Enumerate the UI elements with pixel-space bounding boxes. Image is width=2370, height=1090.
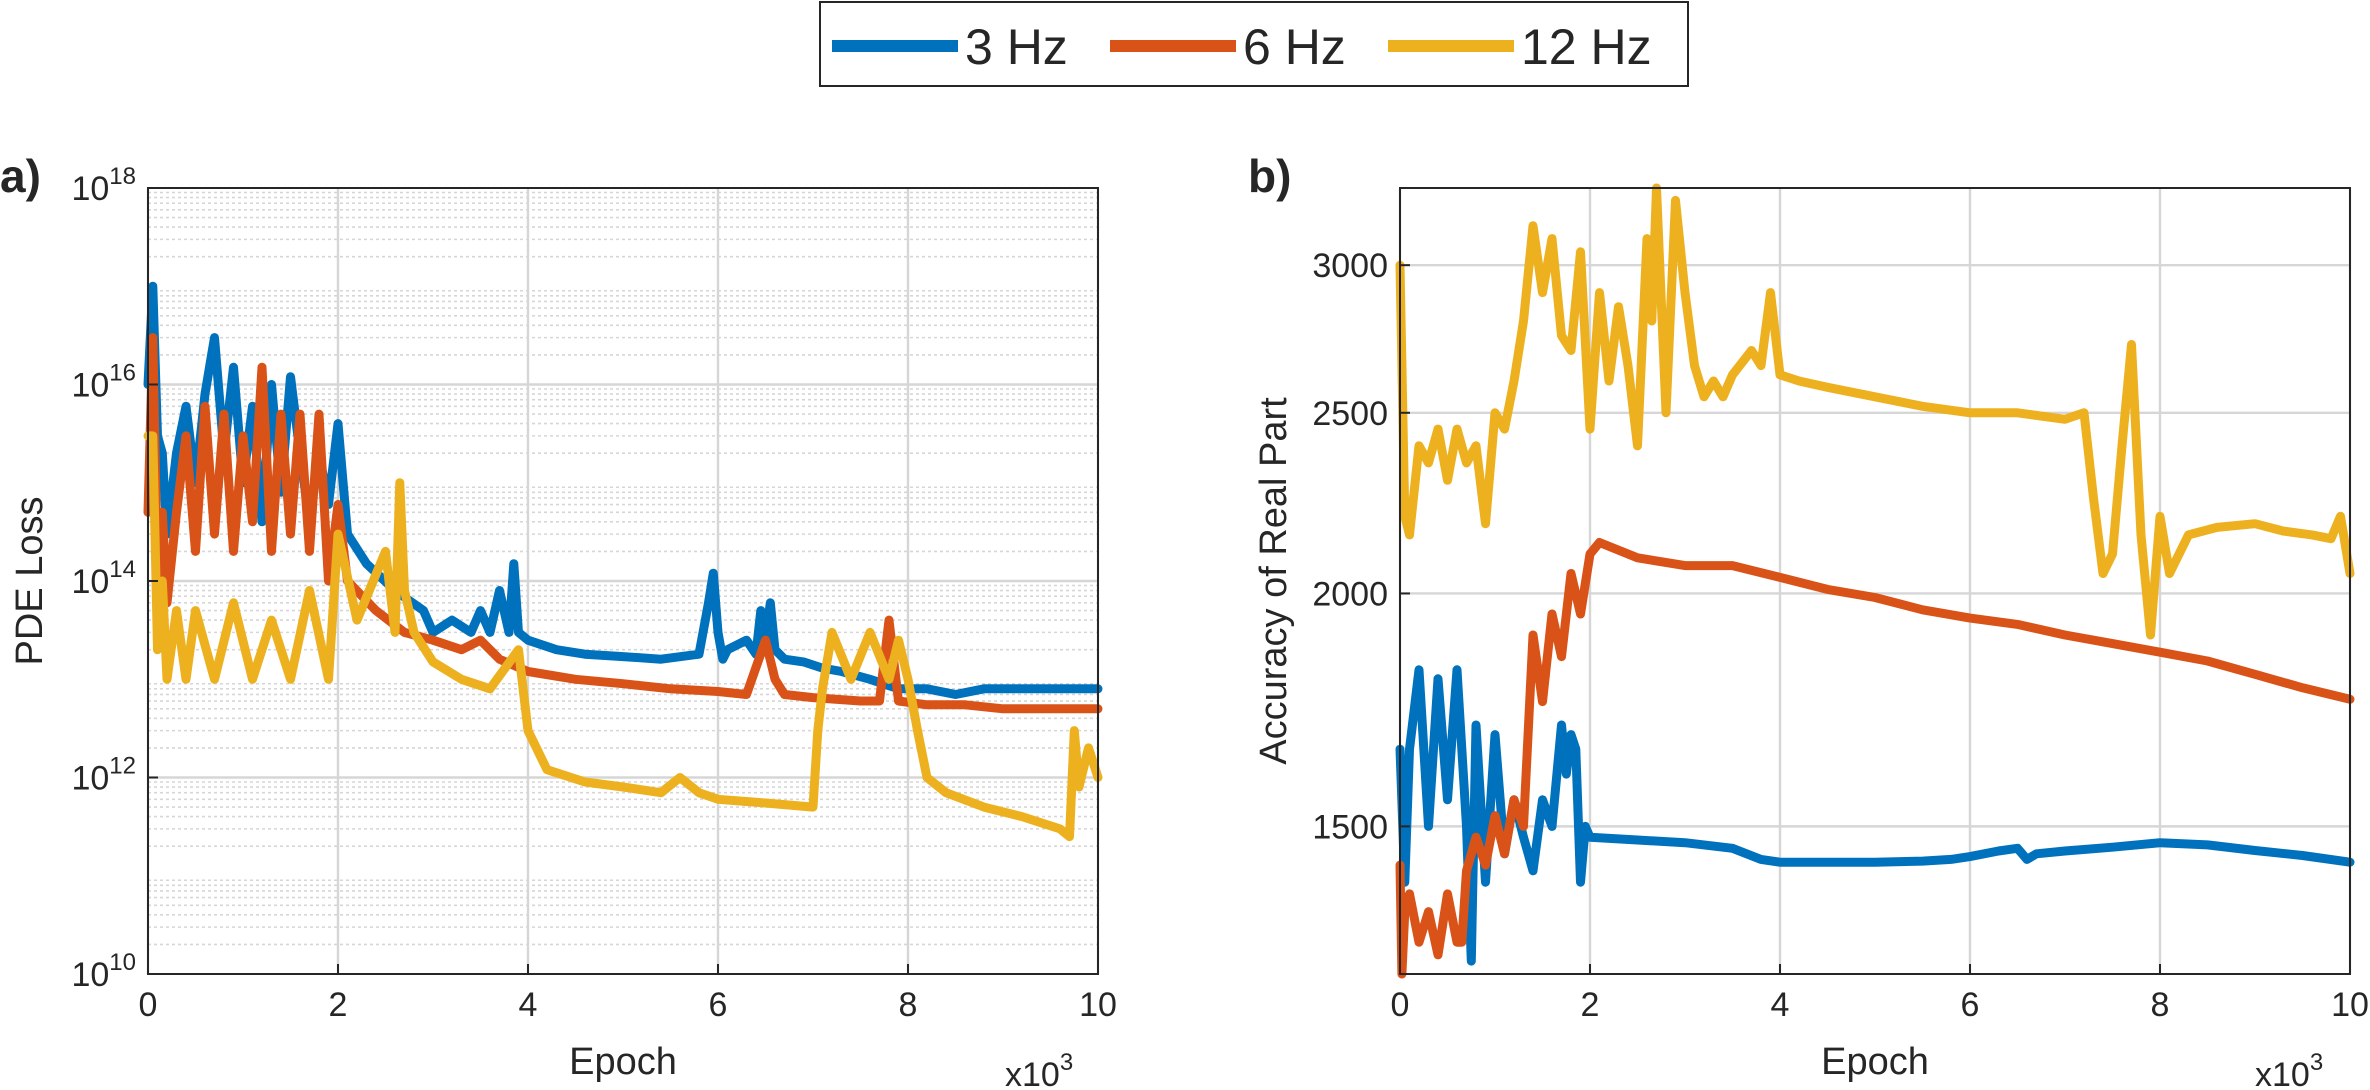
x-tick-label: 2 — [1581, 986, 1600, 1024]
x-tick-label: 0 — [1391, 986, 1410, 1024]
legend-label-3hz: 3 Hz — [965, 19, 1068, 75]
x-tick-label: 0 — [139, 986, 158, 1024]
x-tick-label: 8 — [899, 986, 918, 1024]
x-tick-label: 4 — [1771, 986, 1790, 1024]
panel-a-ylabel: PDE Loss — [9, 497, 51, 666]
panel-b-ylabel: Accuracy of Real Part — [1253, 397, 1295, 765]
y-tick-label: 1500 — [1312, 808, 1388, 846]
x-tick-label: 8 — [2151, 986, 2170, 1024]
panel-a-x-multiplier: x103 — [1005, 1049, 1073, 1090]
x-tick-label: 6 — [1961, 986, 1980, 1024]
legend-label-12hz: 12 Hz — [1521, 19, 1652, 75]
y-tick-label: 2500 — [1312, 395, 1388, 433]
series-line-6hz — [1395, 538, 2355, 979]
panel-b-label: b) — [1248, 150, 1291, 202]
panel-b-series — [1395, 183, 2355, 979]
series-line-12hz — [1395, 183, 2355, 640]
panel-b-xlabel: Epoch — [1821, 1041, 1929, 1083]
panel-b-x-multiplier: x103 — [2255, 1049, 2323, 1090]
series-line-6hz — [143, 333, 1103, 714]
panel-a-pde-loss: a) 0 2 4 6 8 10 1010 1012 1014 1016 1018 Epoch x1… — [0, 150, 1117, 1090]
panel-a-series — [143, 281, 1103, 842]
panel-b-accuracy: b) 0 2 4 6 8 10 1500 2000 2500 3000 Epoch x103 A… — [1248, 150, 2369, 1090]
y-tick-label: 1014 — [71, 556, 136, 601]
legend: 3 Hz 6 Hz 12 Hz — [819, 1, 1689, 87]
panel-a-label: a) — [0, 150, 41, 202]
y-tick-label: 3000 — [1312, 247, 1388, 285]
series-line-3hz — [143, 281, 1103, 699]
panel-a-x-ticks: 0 2 4 6 8 10 — [139, 964, 1117, 1024]
x-tick-label: 4 — [519, 986, 538, 1024]
y-tick-label: 1010 — [71, 949, 136, 994]
panel-a-xlabel: Epoch — [569, 1041, 677, 1083]
panel-a-y-ticks: 1010 1012 1014 1016 1018 — [71, 163, 158, 994]
x-tick-label: 10 — [2331, 986, 2369, 1024]
y-tick-label: 1018 — [71, 163, 136, 208]
panel-b-x-ticks: 0 2 4 6 8 10 — [1391, 964, 2369, 1024]
y-tick-label: 1016 — [71, 360, 136, 405]
legend-box — [819, 1, 1689, 87]
y-tick-label: 1012 — [71, 753, 136, 798]
x-tick-label: 2 — [329, 986, 348, 1024]
panel-b-y-ticks: 1500 2000 2500 3000 — [1312, 247, 1410, 846]
panel-b-frame — [1399, 187, 2351, 975]
panel-a-grid — [146, 188, 1100, 974]
series-line-12hz — [143, 431, 1103, 842]
x-tick-label: 10 — [1079, 986, 1117, 1024]
legend-label-6hz: 6 Hz — [1243, 19, 1346, 75]
y-tick-label: 2000 — [1312, 575, 1388, 613]
series-line-3hz — [1395, 665, 2355, 966]
panel-b-plot-area — [1400, 188, 2350, 974]
x-tick-label: 6 — [709, 986, 728, 1024]
